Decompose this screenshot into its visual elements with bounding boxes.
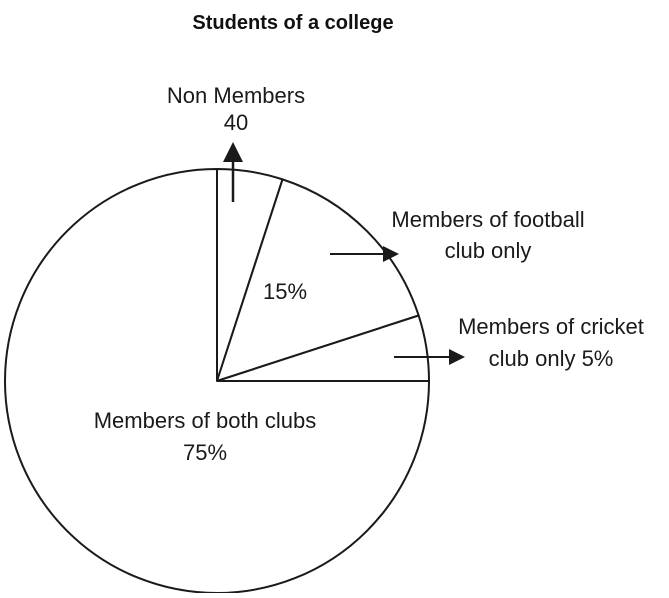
non-members-value: 40 — [224, 110, 248, 135]
football-label-line1: Members of football — [391, 207, 584, 232]
cricket-label-line2: club only 5% — [489, 346, 614, 371]
football-percent: 15% — [263, 279, 307, 304]
both-clubs-percent: 75% — [183, 440, 227, 465]
cricket-label-line1: Members of cricket — [458, 314, 644, 339]
non-members-label: Non Members — [167, 83, 305, 108]
chart-title: Students of a college — [192, 12, 394, 34]
both-clubs-label: Members of both clubs — [94, 408, 317, 433]
pie-slice-members-of-football-club-only — [216, 178, 420, 382]
football-label-line2: club only — [445, 238, 532, 263]
pie-slices — [4, 168, 430, 594]
pie-slice-members-of-both-clubs — [4, 168, 430, 594]
